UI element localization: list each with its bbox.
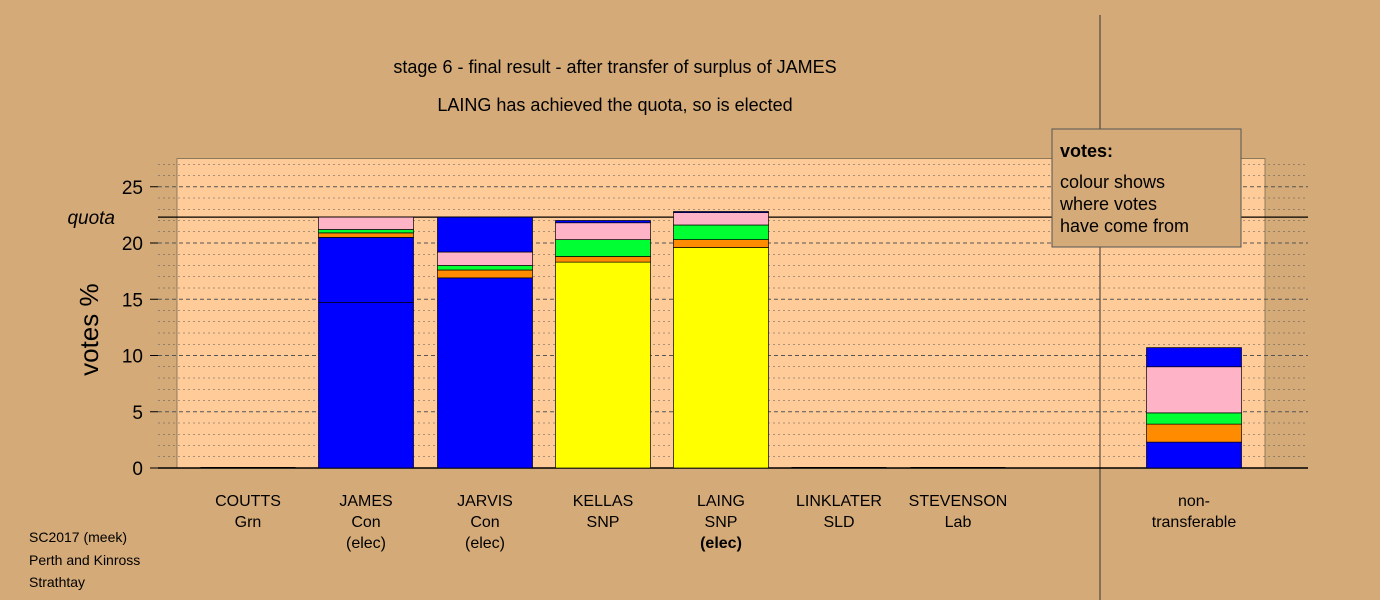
legend-frame [1051,128,1242,248]
y-tick-label: 15 [122,290,143,311]
non-transferable-label: transferable [1152,514,1237,531]
chart-subtitle: LAING has achieved the quota, so is elec… [437,95,792,115]
bar-laing-segment [673,224,769,240]
candidate-name: LAING [697,493,745,510]
bar-laing-segment [673,211,769,213]
bar-jarvis-segment [437,251,533,266]
bar-laing-segment [673,212,769,226]
bar-non-transferable-segment [1146,423,1242,443]
y-tick-label: 5 [132,403,143,424]
candidate-party: SNP [587,514,620,531]
y-tick-label: 20 [122,234,143,255]
footer-line-1: SC2017 (meek) [29,529,127,545]
bar-jarvis-segment [437,269,533,279]
bar-james-segment [318,232,414,238]
candidate-name: KELLAS [573,493,633,510]
candidate-party: Lab [945,514,972,531]
candidate-labels: COUTTS Grn JAMES Con (elec) JARVIS Con (elec) KE… [215,493,1236,552]
candidate-party: Grn [235,514,262,531]
footer-line-2: Perth and Kinross [29,552,140,568]
bar-laing-segment [673,247,769,469]
y-tick-label: 0 [132,459,143,480]
legend-title: votes: [1060,141,1113,161]
bar-kellas-segment [555,239,651,257]
bar-non-transferable-segment [1146,441,1242,469]
legend-line-1: colour shows [1060,172,1165,192]
candidate-party: SNP [705,514,738,531]
candidate-party: Con [351,514,380,531]
bar-jarvis-segment [437,277,533,469]
non-transferable-label: non- [1178,493,1210,510]
legend-line-2: where votes [1059,194,1157,214]
candidate-status: (elec) [346,535,386,552]
y-axis: 0 5 10 15 20 25 votes % quota [67,178,158,480]
bar-kellas-segment [555,256,651,263]
candidate-name: JAMES [339,493,392,510]
candidate-party: SLD [823,514,854,531]
bar-jarvis-segment [437,216,533,253]
candidate-status: (elec) [700,535,742,552]
footer-line-3: Strathtay [29,574,85,590]
bar-james-segment [318,237,414,469]
legend-line-3: have come from [1060,216,1189,236]
legend-box: votes: colour shows where votes have com… [1051,128,1242,248]
y-tick-label: 10 [122,347,143,368]
bar-laing-segment [673,239,769,248]
bar-kellas-segment [555,261,651,469]
candidate-party: Con [470,514,499,531]
quota-label: quota [67,208,115,229]
bar-kellas-segment [555,222,651,240]
bar-non-transferable-segment [1146,412,1242,425]
bars [200,211,1242,469]
bar-jarvis-segment [437,265,533,271]
candidate-name: STEVENSON [909,493,1008,510]
bar-james-segment [318,216,414,230]
bar-james-segment [318,229,414,234]
chart-title: stage 6 - final result - after transfer … [393,57,836,77]
y-tick-label: 25 [122,178,143,199]
y-axis-label: votes % [74,283,104,376]
bar-kellas-segment [555,220,651,224]
candidate-name: COUTTS [215,493,281,510]
bar-non-transferable-segment [1146,347,1242,368]
candidate-name: LINKLATER [796,493,882,510]
candidate-name: JARVIS [457,493,513,510]
candidate-status: (elec) [465,535,505,552]
bar-non-transferable-segment [1146,366,1242,414]
